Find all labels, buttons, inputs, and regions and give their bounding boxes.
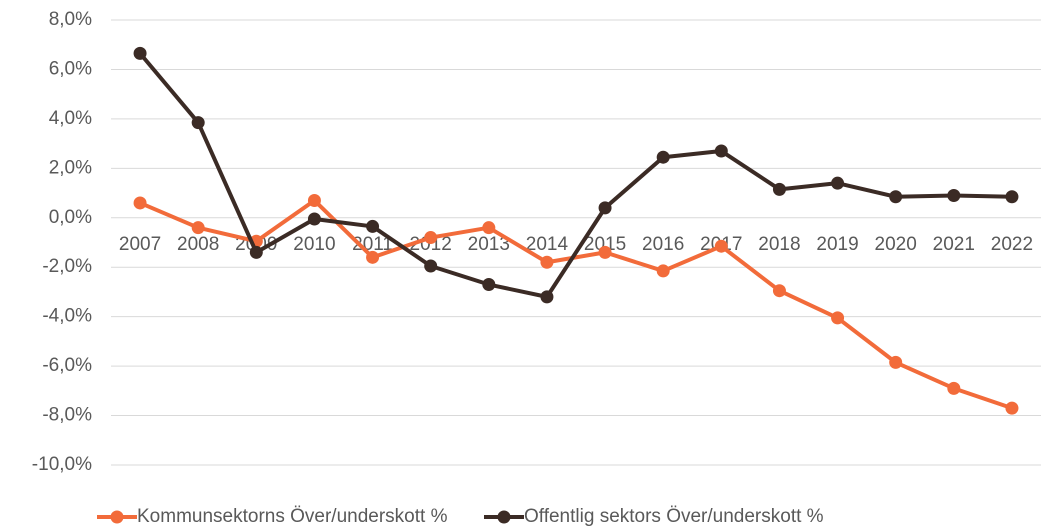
x-tick-label: 2020 — [875, 234, 917, 255]
y-tick-label: -4,0% — [42, 306, 92, 327]
point — [598, 201, 612, 215]
point — [714, 144, 728, 158]
point — [831, 311, 845, 325]
point — [656, 150, 670, 164]
point — [191, 221, 205, 235]
legend-marker — [110, 510, 124, 524]
point — [424, 259, 438, 273]
point — [656, 264, 670, 278]
y-tick-label: 8,0% — [49, 9, 92, 30]
point — [540, 255, 554, 269]
x-tick-label: 2010 — [293, 234, 335, 255]
x-tick-label: 2007 — [119, 234, 161, 255]
x-tick-label: 2021 — [933, 234, 975, 255]
x-tick-label: 2016 — [642, 234, 684, 255]
point — [714, 239, 728, 253]
legend-marker — [497, 510, 511, 524]
point — [889, 190, 903, 204]
point — [424, 231, 438, 245]
point — [482, 221, 496, 235]
point — [366, 219, 380, 233]
series-line — [138, 52, 1012, 299]
point — [947, 189, 961, 203]
point — [482, 278, 496, 292]
y-tick-label: -8,0% — [42, 405, 92, 426]
y-tick-label: 4,0% — [49, 108, 92, 129]
x-tick-label: 2022 — [991, 234, 1033, 255]
point — [540, 290, 554, 304]
legend-label: Offentlig sektors Över/underskott % — [524, 506, 824, 527]
legend-label: Kommunsektorns Över/underskott % — [137, 506, 448, 527]
point — [191, 116, 205, 130]
point — [772, 182, 786, 196]
y-tick-label: -6,0% — [42, 355, 92, 376]
point — [831, 176, 845, 190]
point — [249, 245, 263, 259]
point — [1005, 190, 1019, 204]
y-tick-label: 2,0% — [49, 157, 92, 178]
point — [307, 193, 321, 207]
series-line — [139, 198, 1013, 411]
point — [133, 46, 147, 60]
point — [947, 381, 961, 395]
point — [772, 284, 786, 298]
x-tick-label: 2018 — [758, 234, 800, 255]
x-tick-label: 2019 — [816, 234, 858, 255]
point — [133, 196, 147, 210]
y-tick-label: 6,0% — [49, 58, 92, 79]
y-tick-label: 0,0% — [49, 207, 92, 228]
point — [307, 212, 321, 226]
point — [598, 245, 612, 259]
point — [366, 250, 380, 264]
x-tick-label: 2013 — [468, 234, 510, 255]
point — [889, 355, 903, 369]
x-tick-label: 2008 — [177, 234, 219, 255]
x-tick-label: 2014 — [526, 234, 569, 255]
y-tick-label: -10,0% — [32, 454, 92, 475]
point — [1005, 401, 1019, 415]
y-tick-label: -2,0% — [42, 256, 92, 277]
x-tick-label: 2015 — [584, 234, 626, 255]
